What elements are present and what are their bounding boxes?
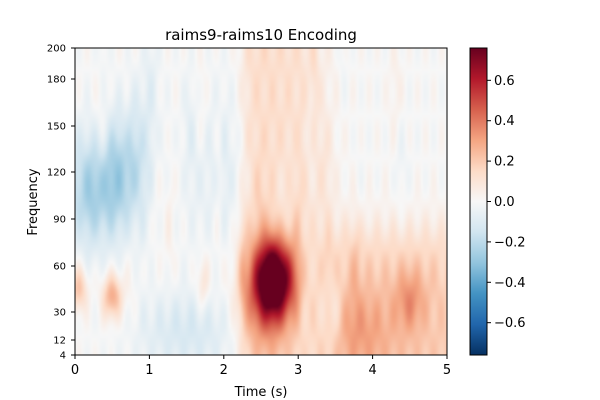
x-axis-label: Time (s)	[234, 385, 288, 400]
y-tick-label: 120	[47, 168, 66, 179]
colorbar-gradient	[470, 48, 487, 355]
heatmap-plot	[74, 47, 448, 356]
colorbar-tick-label: 0.6	[494, 74, 515, 89]
colorbar: 0.6 0.4 0.2 0.0 −0.2 −0.4 −0.6	[469, 47, 526, 356]
y-tick-label: 60	[53, 262, 66, 273]
chart-title: raims9-raims10 Encoding	[165, 26, 357, 44]
x-tick-label: 3	[294, 363, 302, 378]
colorbar-tick-label: −0.2	[494, 235, 526, 250]
x-axis: 0 1 2 3 4 5	[71, 355, 451, 378]
y-tick-label: 12	[53, 336, 66, 347]
colorbar-tick-label: −0.4	[494, 276, 526, 291]
heatmap-image	[75, 48, 447, 355]
colorbar-ticks: 0.6 0.4 0.2 0.0 −0.2 −0.4 −0.6	[487, 74, 526, 331]
y-axis-label: Frequency	[26, 168, 41, 235]
y-tick-label: 4	[60, 351, 66, 362]
plot-frame	[74, 47, 448, 356]
colorbar-tick-label: 0.4	[494, 114, 515, 129]
y-tick-label: 30	[53, 308, 66, 319]
x-tick-label: 5	[443, 363, 451, 378]
colorbar-tick-label: −0.6	[494, 316, 526, 331]
x-tick-label: 2	[220, 363, 228, 378]
y-tick-label: 90	[53, 215, 66, 226]
x-tick-label: 0	[71, 363, 79, 378]
colorbar-tick-label: 0.0	[494, 195, 515, 210]
y-tick-label: 200	[47, 44, 66, 55]
y-tick-label: 180	[47, 75, 66, 86]
x-tick-label: 4	[368, 363, 376, 378]
y-axis: 4 12 30 60 90 120 150 180 200	[47, 44, 75, 362]
y-tick-label: 150	[47, 122, 66, 133]
x-tick-label: 1	[145, 363, 153, 378]
colorbar-tick-label: 0.2	[494, 155, 515, 170]
